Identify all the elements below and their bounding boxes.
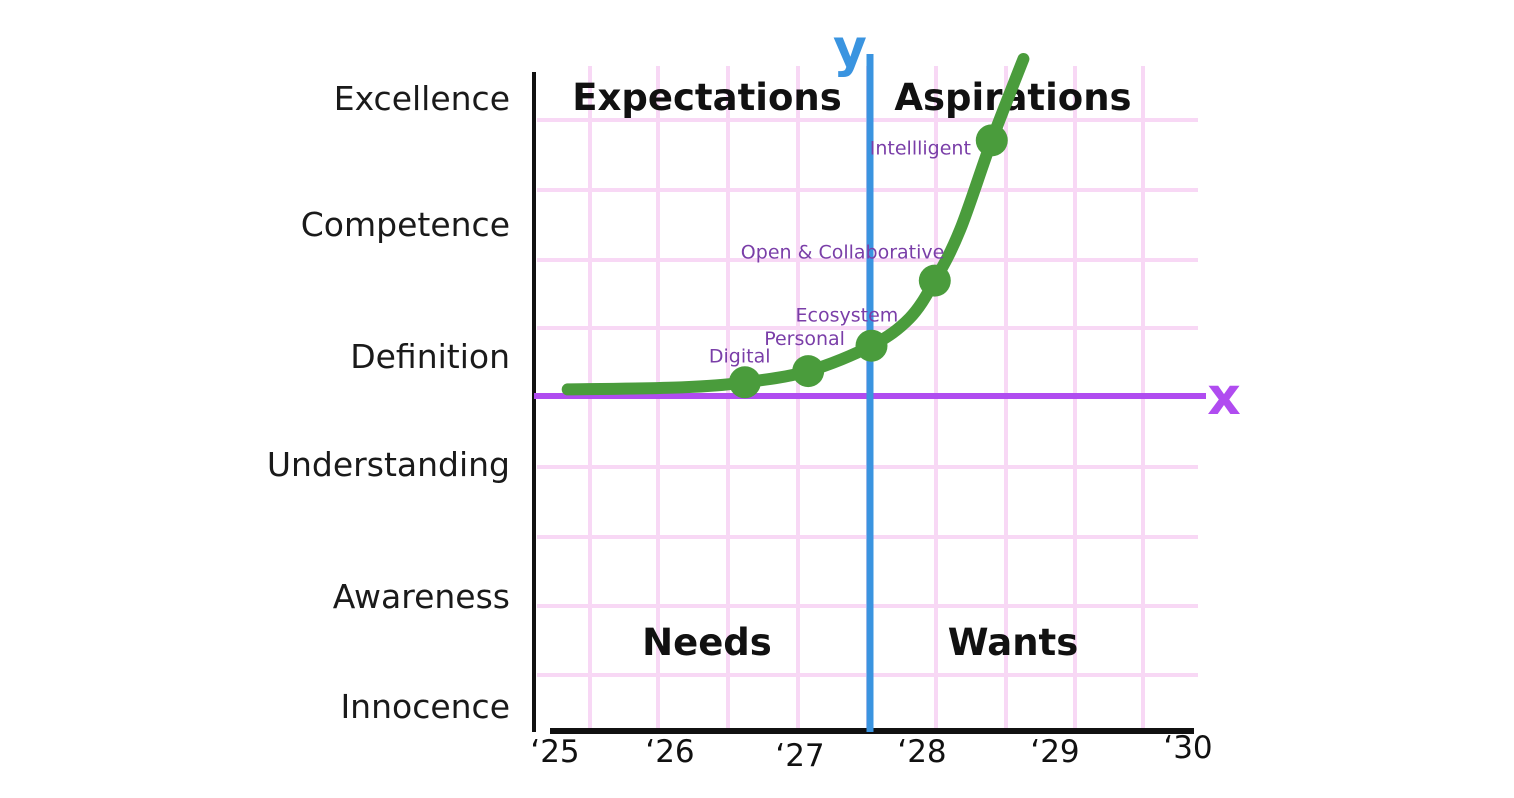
- quadrant-bottom-right: Wants: [948, 621, 1079, 664]
- y-axis-letter: y: [833, 19, 867, 79]
- data-point: [728, 366, 761, 399]
- x-axis-letter: x: [1207, 367, 1241, 427]
- x-tick-label: ‘27: [775, 738, 824, 774]
- series-curve: [561, 53, 1030, 396]
- data-point-label: Intellligent: [870, 137, 971, 159]
- y-level-label: Competence: [301, 205, 510, 244]
- data-point: [855, 329, 888, 362]
- data-point: [975, 124, 1008, 157]
- y-level-labels: Innocence Awareness Understanding Definitio…: [267, 79, 510, 726]
- data-point-label: Ecosystem: [796, 305, 899, 327]
- data-point-label: Personal: [764, 328, 845, 350]
- y-level-label: Understanding: [267, 445, 510, 484]
- quadrant-top-left: Expectations: [572, 76, 841, 119]
- y-level-label: Awareness: [333, 577, 510, 616]
- x-tick-labels: ‘25 ‘26 ‘27 ‘28 ‘29 ‘30: [530, 730, 1212, 774]
- x-tick-label: ‘25: [530, 734, 579, 770]
- y-level-label: Excellence: [334, 79, 510, 118]
- data-point: [792, 355, 825, 388]
- x-tick-label: ‘30: [1163, 730, 1212, 766]
- x-tick-label: ‘29: [1030, 734, 1079, 770]
- x-tick-label: ‘26: [645, 734, 694, 770]
- quadrant-bottom-left: Needs: [642, 621, 772, 664]
- data-point: [918, 264, 951, 297]
- data-point-label: Digital: [709, 345, 771, 367]
- data-point-label: Open & Collaborative: [741, 242, 945, 264]
- y-level-label: Innocence: [340, 687, 510, 726]
- x-tick-label: ‘28: [897, 734, 946, 770]
- y-level-label: Definition: [350, 337, 510, 376]
